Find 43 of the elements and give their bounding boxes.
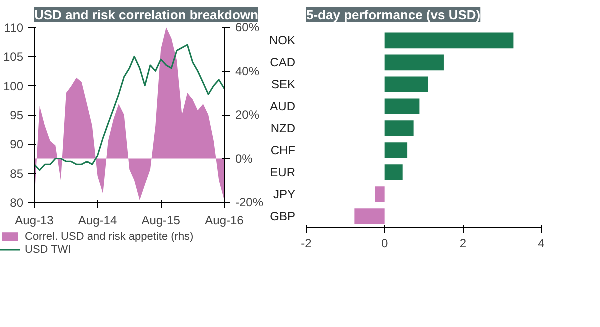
y2-tick-label: 60% — [236, 20, 260, 34]
y-tick-label: SEK — [271, 78, 296, 92]
y-tick-label: 100 — [3, 79, 24, 94]
y-tick-label: 90 — [10, 138, 24, 152]
y-tick-label: 110 — [4, 21, 24, 35]
y2-tick-label: 0% — [236, 152, 254, 166]
x-tick-label: 0 — [381, 236, 388, 250]
legend-label: Correl. USD and risk appetite (rhs) — [25, 230, 194, 243]
x-tick-label: Aug-14 — [78, 214, 118, 228]
x-tick-label: Aug-16 — [205, 214, 244, 228]
line-series — [34, 44, 224, 172]
bar — [384, 32, 514, 49]
bar — [384, 54, 444, 71]
bar — [384, 120, 414, 137]
x-tick-label: -2 — [301, 236, 312, 250]
bar — [375, 186, 385, 202]
bar — [384, 98, 420, 115]
y-tick-label: AUD — [270, 100, 296, 114]
x-tick-label: 4 — [538, 236, 546, 250]
y-tick-label: CHF — [270, 144, 296, 158]
y-tick-label: 95 — [10, 108, 24, 122]
y-tick-label: JPY — [273, 188, 296, 202]
y-tick-label: 80 — [10, 196, 24, 210]
y2-tick-label: -20% — [236, 196, 264, 210]
x-tick-label: Aug-15 — [142, 214, 181, 228]
y-tick-label: GBP — [270, 210, 296, 224]
bar — [384, 142, 408, 158]
bar — [384, 164, 403, 180]
legend-label: USD TWI — [25, 243, 72, 256]
y-tick-label: NOK — [269, 34, 296, 48]
x-tick-label: Aug-13 — [15, 214, 54, 228]
chart-title: 5-day performance (vs USD) — [306, 8, 481, 22]
y-tick-label: 105 — [3, 50, 24, 64]
y-tick-label: NZD — [270, 122, 296, 136]
y-tick-label: 85 — [10, 166, 24, 181]
y-tick-label: CAD — [270, 56, 296, 70]
bar — [384, 76, 428, 93]
chart-title: USD and risk correlation breakdown — [34, 8, 259, 22]
x-tick-label: 2 — [460, 236, 467, 250]
y2-tick-label: 40% — [236, 64, 260, 78]
y-tick-label: EUR — [270, 166, 296, 180]
y2-tick-label: 20% — [236, 108, 260, 122]
bar — [354, 208, 385, 224]
